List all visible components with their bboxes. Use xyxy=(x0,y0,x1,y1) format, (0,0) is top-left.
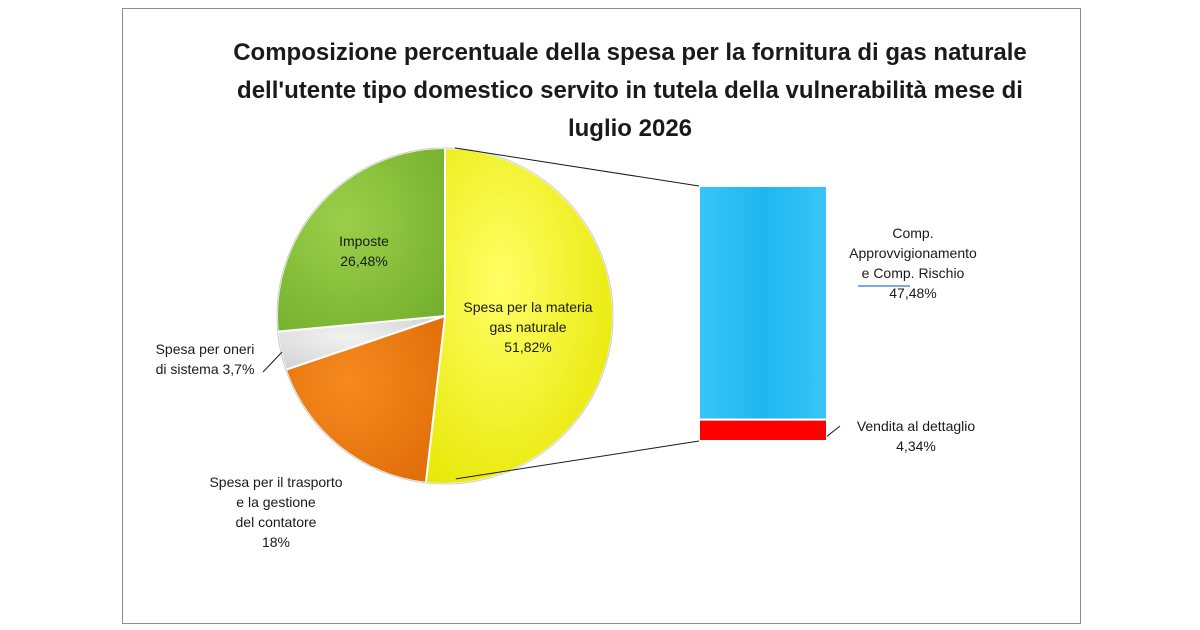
chart-title: Composizione percentuale della spesa per… xyxy=(233,39,1027,142)
label-imposte: Imposte 26,48% xyxy=(339,233,389,269)
leader-line-vendita xyxy=(826,425,841,437)
bar-segment-approvvigionamento xyxy=(698,185,828,421)
label-approvvigionamento: Comp. Approvvigionamento e Comp. Rischio 47… xyxy=(849,225,977,301)
leader-line-oneri xyxy=(262,351,283,373)
label-trasporto: Spesa per il trasporto e la gestione del c… xyxy=(209,474,342,550)
connector-line-top xyxy=(454,147,700,187)
slice-materia-gas xyxy=(424,146,614,485)
pie-outline xyxy=(276,147,614,485)
connector-line-bottom xyxy=(455,440,700,480)
label-vendita: Vendita al dettaglio 4,34% xyxy=(857,418,976,454)
label-oneri-sistema: Spesa per oneri di sistema 3,7% xyxy=(156,341,255,377)
label-materia-gas: Spesa per la materia gas naturale 51,82% xyxy=(463,299,592,355)
bar-segment-vendita xyxy=(698,418,828,443)
